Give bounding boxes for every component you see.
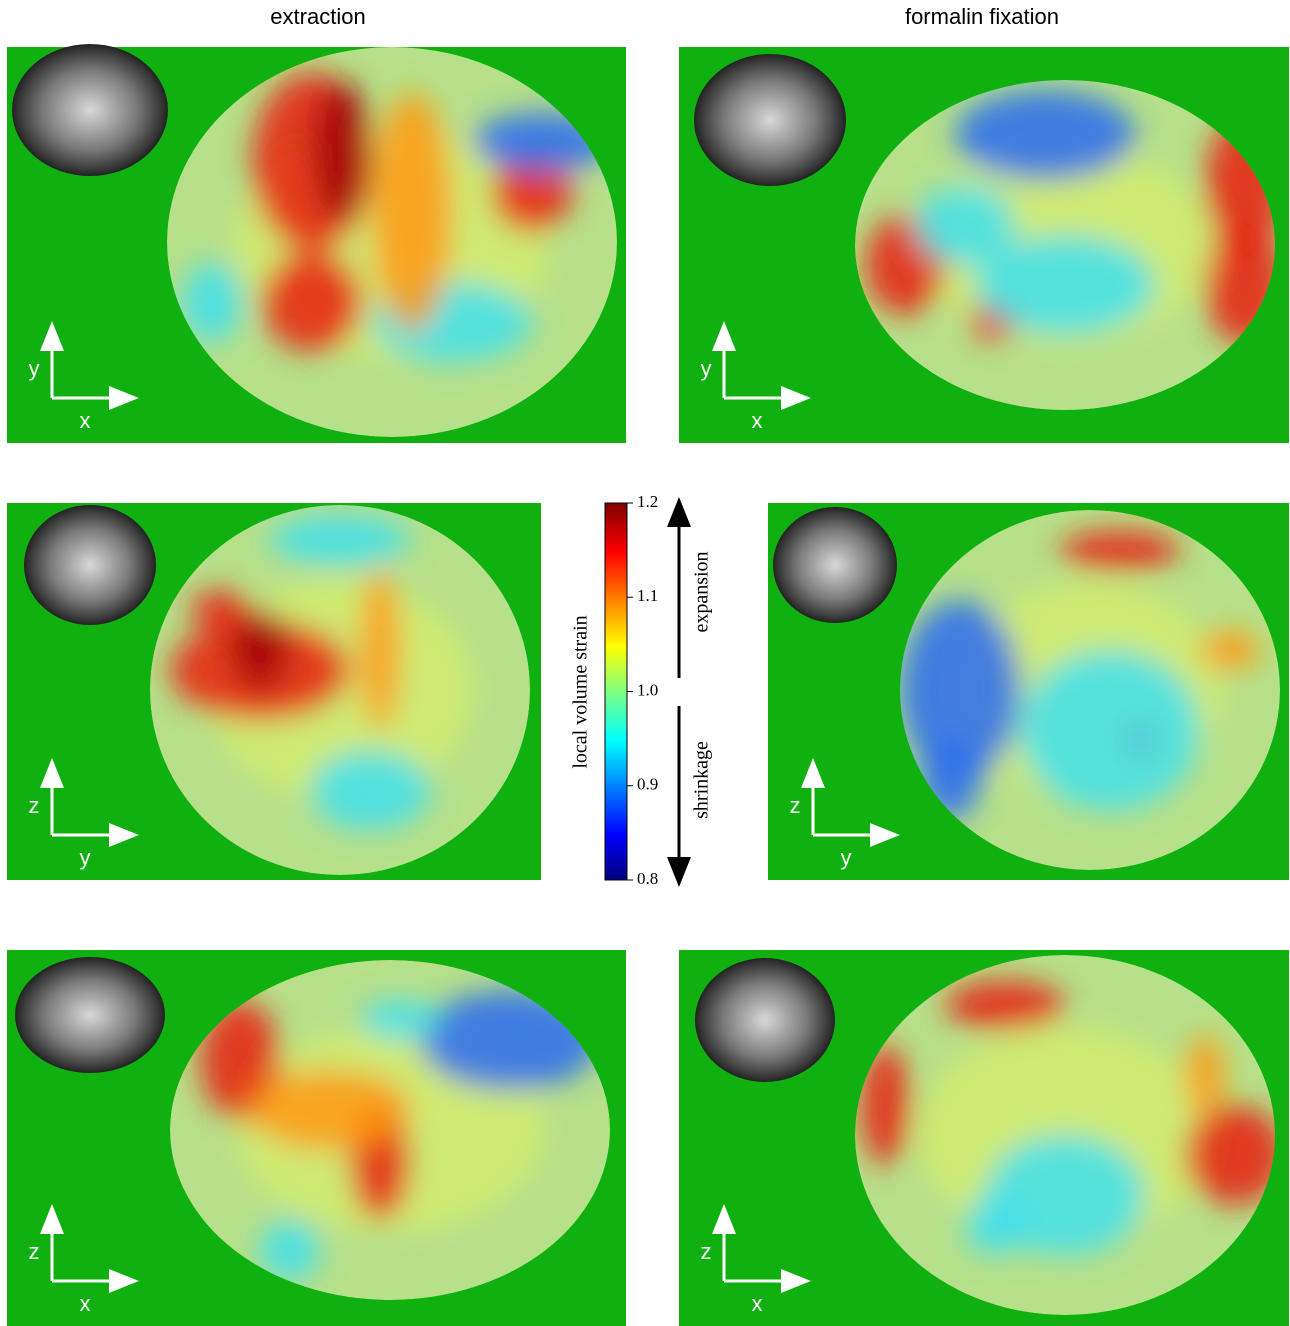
- axis-label: y: [841, 845, 852, 870]
- strain-blob: [360, 1000, 440, 1040]
- axis-label: z: [790, 793, 801, 818]
- axis-label: x: [80, 1291, 91, 1316]
- panel: zx: [679, 950, 1289, 1326]
- axis-label: z: [701, 1239, 712, 1264]
- panel: yx: [679, 47, 1289, 443]
- colorbar-tick-label: 1.2: [637, 492, 658, 511]
- strain-blob: [1200, 630, 1260, 670]
- panel: zy: [768, 503, 1289, 880]
- axis-label: y: [29, 356, 40, 381]
- mri-thumbnail: [24, 505, 156, 625]
- strain-blob: [372, 92, 452, 332]
- colorbar-tick-label: 0.8: [637, 869, 658, 888]
- axis-label: z: [29, 1239, 40, 1264]
- figure: extraction formalin fixation local volum…: [0, 0, 1290, 1326]
- panel: yx: [7, 44, 626, 443]
- colorbar: [605, 503, 627, 880]
- strain-blob: [955, 90, 1135, 180]
- colorbar-tick-label: 1.0: [637, 680, 658, 699]
- axis-label: x: [752, 408, 763, 433]
- strain-blob: [312, 82, 372, 222]
- strain-blob: [945, 980, 1065, 1030]
- strain-blob: [360, 570, 400, 730]
- strain-blob: [310, 750, 430, 830]
- strain-blob: [260, 1220, 320, 1280]
- strain-map: [167, 47, 617, 437]
- colorbar-tick-label: 1.1: [637, 586, 658, 605]
- panel: zx: [7, 950, 626, 1326]
- mri-thumbnail: [12, 44, 168, 176]
- axis-label: x: [80, 408, 91, 433]
- strain-map: [150, 505, 530, 875]
- shrinkage-label: shrinkage: [691, 741, 713, 819]
- colorbar-label: local volume strain: [570, 615, 592, 768]
- expansion-label: expansion: [691, 551, 713, 632]
- strain-blob: [250, 1070, 410, 1150]
- strain-map: [170, 960, 610, 1300]
- axis-label: x: [752, 1291, 763, 1316]
- strain-blob: [270, 515, 410, 565]
- axis-label: y: [80, 845, 91, 870]
- strain-blob: [965, 1195, 1025, 1255]
- colorbar-tick-label: 0.9: [637, 775, 658, 794]
- mri-thumbnail: [694, 54, 846, 186]
- strain-blob: [1185, 1035, 1225, 1115]
- strain-blob: [190, 590, 250, 630]
- strain-blob: [1060, 530, 1180, 570]
- column-title: formalin fixation: [905, 4, 1059, 29]
- axis-label: z: [29, 793, 40, 818]
- strain-blob: [915, 185, 1015, 265]
- mri-thumbnail: [695, 958, 835, 1082]
- column-title: extraction: [270, 4, 365, 29]
- mri-thumbnail: [15, 957, 165, 1073]
- axis-label: y: [701, 356, 712, 381]
- strain-blob: [1020, 650, 1200, 810]
- strain-map: [900, 510, 1280, 870]
- strain-blob: [262, 252, 362, 352]
- mri-thumbnail: [773, 507, 897, 623]
- panel: zy: [7, 503, 541, 880]
